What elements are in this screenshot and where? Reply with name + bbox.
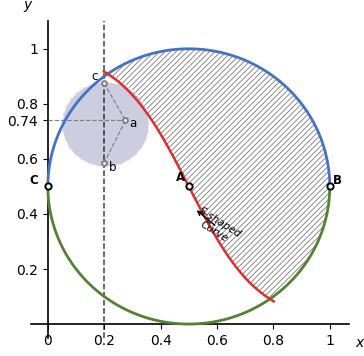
X-axis label: x: x <box>355 336 363 350</box>
Text: C: C <box>29 174 38 187</box>
Text: A: A <box>176 171 185 184</box>
Polygon shape <box>108 49 330 299</box>
Text: c: c <box>91 70 98 83</box>
Text: B: B <box>333 174 341 187</box>
Text: S-shaped
Curve: S-shaped Curve <box>191 205 243 249</box>
Text: b: b <box>108 161 116 174</box>
Circle shape <box>62 82 149 167</box>
Text: a: a <box>130 117 137 130</box>
Y-axis label: y: y <box>24 0 32 12</box>
